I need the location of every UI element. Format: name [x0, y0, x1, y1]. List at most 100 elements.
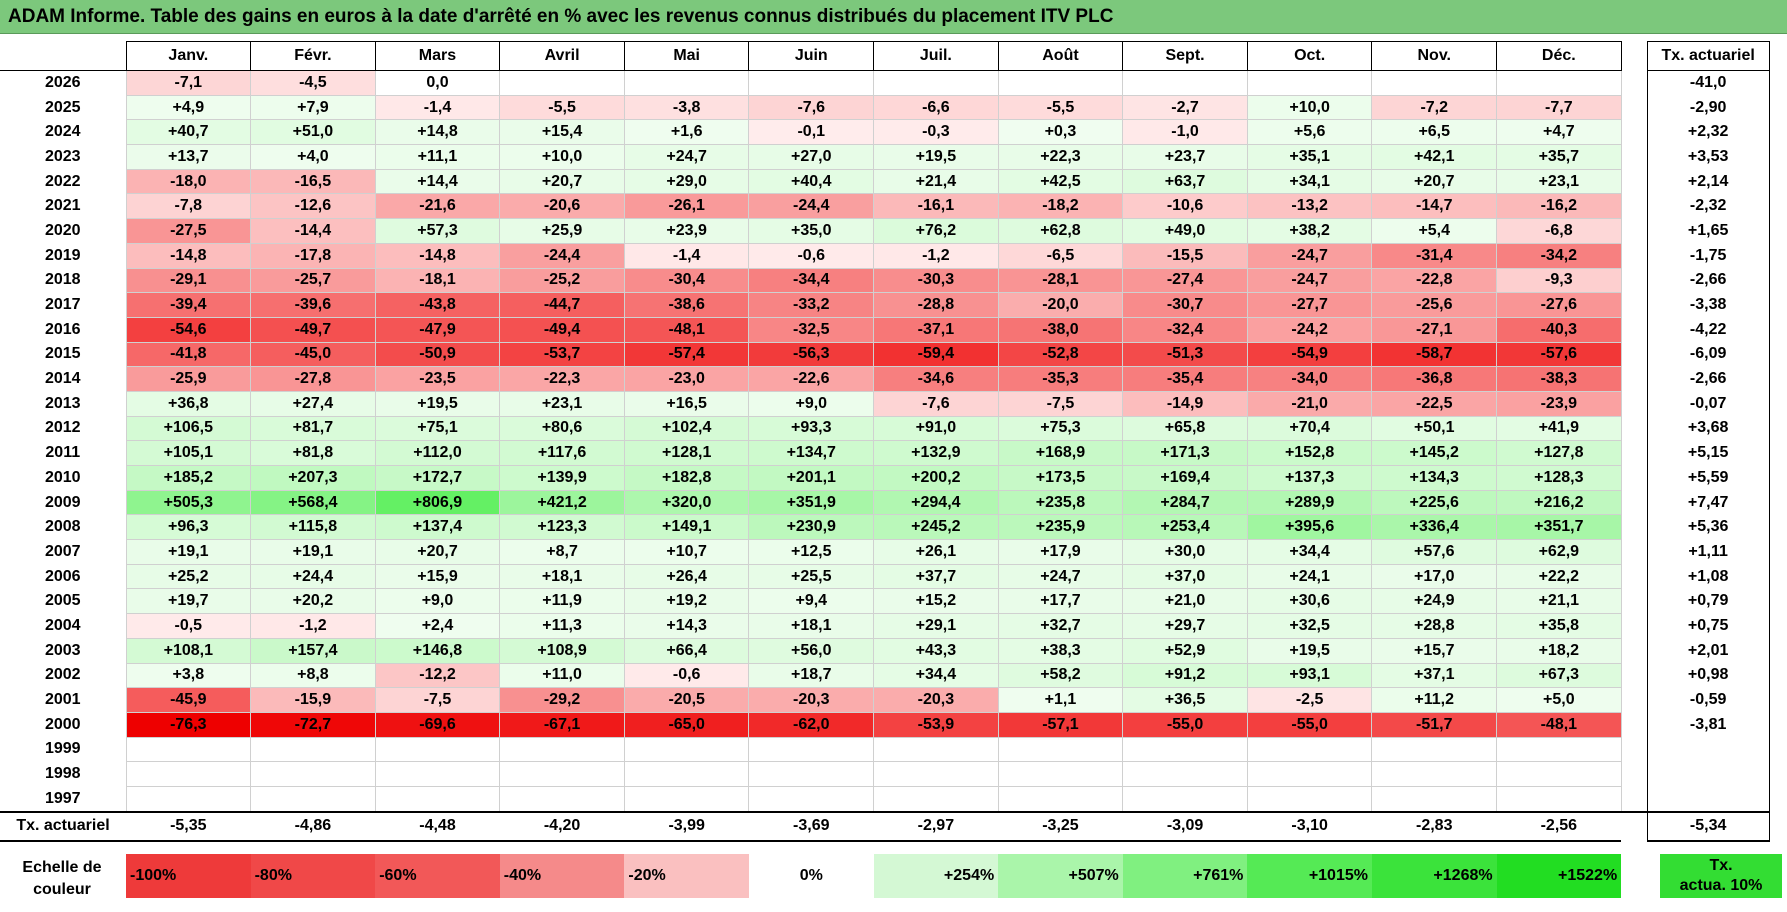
column-gap	[1621, 811, 1648, 841]
heatmap-cell: +253,4	[1122, 514, 1248, 541]
heatmap-cell: +12,5	[748, 539, 875, 565]
year-label: 2019	[44, 246, 81, 264]
heatmap-cell: -16,2	[1496, 193, 1622, 220]
table-row: 2008 +96,3 +115,8 +137,4 +123,3 +149,1 +230,9 +…	[0, 514, 1770, 541]
heatmap-cell	[997, 70, 1124, 96]
tx-actuariel-cell: +1,65	[1646, 218, 1770, 244]
heatmap-cell: +351,7	[1496, 514, 1622, 541]
heatmap-cell	[997, 736, 1124, 763]
color-scale-label: Echelle de couleur	[0, 852, 124, 908]
column-gap	[1621, 761, 1648, 787]
column-gap	[1621, 440, 1648, 466]
heatmap-cell: +505,3	[125, 489, 252, 516]
footer-tx-cell: -3,69	[748, 811, 874, 842]
heatmap-cell: -14,7	[1371, 193, 1498, 220]
heatmap-cell: -23,0	[623, 366, 750, 392]
heatmap-cell: -25,7	[250, 267, 376, 294]
footer-tx-cell: -4,20	[499, 811, 625, 842]
heatmap-cell	[1122, 736, 1248, 763]
footer-tx-cell: -5,35	[126, 811, 251, 842]
heatmap-cell: -7,2	[1371, 94, 1498, 121]
color-scale-box: +1522%	[1496, 854, 1622, 898]
heatmap-cell: +42,5	[997, 168, 1124, 195]
heatmap-cell	[1371, 761, 1498, 787]
page-title: ADAM Informe. Table des gains en euros à…	[0, 0, 1787, 34]
footer-label: Tx. actuariel	[0, 811, 126, 842]
year-label: 2018	[44, 271, 81, 289]
heatmap-cell	[1496, 785, 1622, 813]
heatmap-cell: -57,4	[623, 341, 750, 368]
heatmap-cell: +42,1	[1371, 144, 1498, 170]
heatmap-cell: -30,3	[873, 267, 999, 294]
heatmap-cell: -12,6	[250, 193, 376, 220]
year-label: 2021	[44, 197, 81, 215]
footer-tx-cell: -3,10	[1247, 811, 1372, 842]
heatmap-cell: +112,0	[374, 440, 501, 466]
heatmap-cell: -38,6	[623, 292, 750, 318]
heatmap-cell: +201,1	[748, 465, 875, 491]
year-label: 2014	[44, 370, 81, 388]
heatmap-cell: +8,7	[499, 539, 625, 565]
heatmap-cell: +19,5	[1246, 637, 1373, 664]
color-scale-box: +507%	[998, 854, 1123, 898]
year-label: 2009	[44, 493, 81, 511]
tx-actuariel-cell: -3,81	[1646, 712, 1770, 738]
table-row: 2019 -14,8 -17,8 -14,8 -24,4 -1,4 -0,6 -1,2 -6,5…	[0, 242, 1770, 269]
heatmap-cell: -0,3	[873, 119, 999, 146]
heatmap-cell: +168,9	[997, 440, 1124, 466]
heatmap-cell: +24,7	[997, 563, 1124, 590]
heatmap-cell: -5,5	[997, 94, 1124, 121]
heatmap-cell: +137,3	[1246, 465, 1373, 491]
column-gap	[1621, 712, 1648, 738]
heatmap-cell: -24,2	[1246, 316, 1373, 343]
column-gap	[1621, 268, 1648, 293]
heatmap-cell: +127,8	[1496, 440, 1622, 466]
column-gap	[1621, 564, 1648, 589]
tx-actuariel-scale-box: Tx. actua. 10%	[1660, 854, 1782, 898]
column-gap	[1621, 737, 1648, 762]
year-label: 2025	[44, 98, 81, 116]
heatmap-cell: +37,0	[1122, 563, 1248, 590]
heatmap-cell: +146,8	[374, 637, 501, 664]
heatmap-cell: -48,1	[623, 316, 750, 343]
heatmap-cell: -2,5	[1246, 687, 1373, 713]
heatmap-cell: +81,8	[250, 440, 376, 466]
heatmap-cell: -27,5	[125, 218, 252, 244]
table-row: 2000 -76,3 -72,7 -69,6 -67,1 -65,0 -62,0 -53,9-…	[0, 711, 1770, 738]
heatmap-cell	[1122, 70, 1248, 96]
heatmap-cell: -39,4	[125, 292, 252, 318]
heatmap-cell	[1246, 785, 1373, 813]
heatmap-cell	[1122, 761, 1248, 787]
tx-actuariel-cell: +0,75	[1646, 613, 1770, 639]
heatmap-cell: -21,6	[374, 193, 501, 220]
heatmap-cell: -25,9	[125, 366, 252, 392]
heatmap-cell: -36,8	[1371, 366, 1498, 392]
heatmap-cell	[1496, 70, 1622, 96]
heatmap-cell: -20,5	[623, 687, 750, 713]
heatmap-cell: +137,4	[374, 514, 501, 541]
heatmap-cell: +37,1	[1371, 662, 1498, 689]
heatmap-cell: +289,9	[1246, 489, 1373, 516]
color-scale-box: 0%	[749, 854, 874, 898]
tx-actuariel-header: Tx. actuariel	[1646, 41, 1770, 71]
heatmap-cell: -13,2	[1246, 193, 1373, 220]
heatmap-cell: +29,0	[623, 168, 750, 195]
heatmap-cell: +11,0	[499, 662, 625, 689]
heatmap-cell: -17,8	[250, 242, 376, 269]
heatmap-cell: +568,4	[250, 489, 376, 516]
heatmap-cell: +336,4	[1371, 514, 1498, 541]
heatmap-cell: +35,8	[1496, 613, 1622, 639]
year-label: 1998	[44, 765, 81, 783]
year-label: 1997	[0, 786, 126, 813]
heatmap-cell	[1246, 761, 1373, 787]
heatmap-cell: -53,9	[873, 711, 999, 738]
heatmap-cell: +25,5	[748, 563, 875, 590]
column-gap	[1621, 687, 1648, 713]
heatmap-cell: +26,4	[623, 563, 750, 590]
heatmap-cell: -51,7	[1371, 711, 1498, 738]
heatmap-cell: -22,5	[1371, 390, 1498, 417]
heatmap-cell: +75,3	[997, 415, 1124, 442]
heatmap-cell: -45,0	[250, 341, 376, 368]
year-label: 2005	[44, 592, 81, 610]
heatmap-cell: +27,0	[748, 144, 875, 170]
